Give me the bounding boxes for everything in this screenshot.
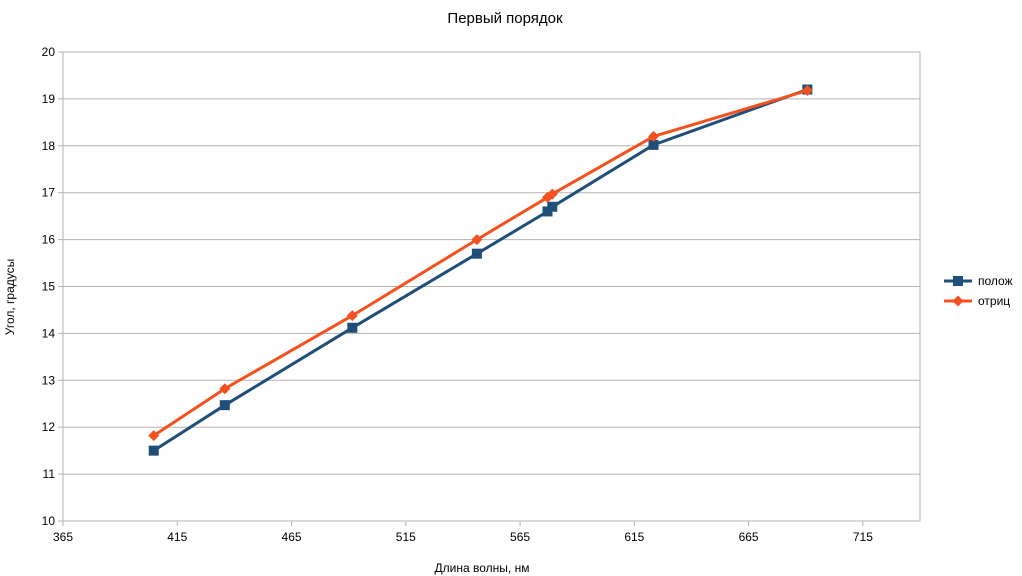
x-tick-label: 515 <box>396 530 416 544</box>
data-point <box>219 400 230 411</box>
series-line-1 <box>152 88 808 452</box>
x-tick-label: 415 <box>167 530 187 544</box>
data-point <box>952 295 964 307</box>
y-tick-label: 20 <box>42 45 56 59</box>
x-tick-label: 665 <box>739 530 759 544</box>
y-tick-label: 18 <box>42 139 56 153</box>
y-tick-label: 14 <box>42 326 56 340</box>
y-tick-label: 10 <box>42 514 56 528</box>
data-point <box>471 234 483 246</box>
x-axis-ticks: 365 415 465 515 565 615 665 715 <box>53 521 873 544</box>
y-tick-label: 13 <box>42 373 56 387</box>
x-axis-label: Длина волны, нм <box>435 561 530 575</box>
data-point <box>148 445 159 456</box>
grid <box>63 51 920 522</box>
data-point <box>471 248 482 259</box>
data-point <box>648 130 660 142</box>
series-line-2 <box>152 89 808 437</box>
chart-title: Первый порядок <box>447 10 563 27</box>
data-point <box>648 139 659 150</box>
data-point <box>219 383 231 395</box>
legend-label: отриц <box>978 294 1010 308</box>
x-tick-label: 365 <box>53 530 73 544</box>
x-tick-label: 615 <box>624 530 644 544</box>
data-point <box>148 430 160 442</box>
data-point <box>953 276 963 286</box>
y-axis-label: Угол, градусы <box>3 259 17 336</box>
x-tick-label: 565 <box>510 530 530 544</box>
y-tick-label: 11 <box>43 467 56 481</box>
y-tick-label: 16 <box>42 233 56 247</box>
legend: полож отриц <box>944 274 1013 308</box>
y-tick-label: 15 <box>42 280 56 294</box>
data-point <box>346 310 358 322</box>
x-tick-label: 715 <box>853 530 873 544</box>
y-axis-ticks: 10 11 12 13 14 15 16 17 18 19 20 <box>42 45 63 528</box>
data-point <box>546 188 558 200</box>
y-tick-label: 12 <box>42 420 56 434</box>
series-layer <box>148 84 813 456</box>
y-tick-label: 19 <box>42 92 56 106</box>
data-point <box>347 322 358 333</box>
data-point <box>801 84 813 96</box>
x-tick-label: 465 <box>282 530 302 544</box>
data-point <box>547 201 558 212</box>
y-tick-label: 17 <box>42 186 56 200</box>
legend-label: полож <box>978 274 1013 288</box>
